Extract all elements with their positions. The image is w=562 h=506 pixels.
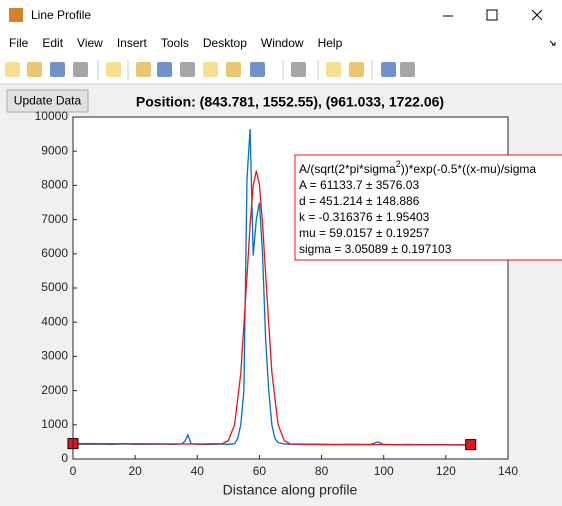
y-tick-label: 7000	[41, 212, 68, 226]
menu-item[interactable]: Edit	[42, 36, 63, 50]
y-tick-label: 1000	[41, 417, 68, 431]
toolbar-icon[interactable]	[381, 62, 396, 77]
fit-parameter: A = 61133.7 ± 3576.03	[299, 178, 419, 192]
menu-item[interactable]: Insert	[117, 36, 148, 50]
toolbar-icons	[5, 60, 415, 80]
x-tick-label: 0	[70, 464, 77, 478]
menu-item[interactable]: Tools	[161, 36, 189, 50]
toolbar-icon[interactable]	[349, 62, 364, 77]
fit-parameter: d = 451.214 ± 148.886	[299, 194, 420, 208]
axes-box	[72, 116, 509, 460]
x-axis-label: Distance along profile	[223, 482, 358, 498]
x-tick-label: 80	[315, 464, 329, 478]
menu-arrow[interactable]	[549, 40, 556, 46]
close-button[interactable]	[531, 9, 543, 21]
toolbar-icon[interactable]	[250, 62, 265, 77]
fit-equation-part: 2	[396, 159, 401, 169]
toolbar-icon[interactable]	[73, 62, 88, 77]
toolbar-icon[interactable]	[180, 62, 195, 77]
y-tick-label: 3000	[41, 349, 68, 363]
fit-parameter: sigma = 3.05089 ± 0.197103	[299, 242, 452, 256]
toolbar-icon[interactable]	[400, 62, 415, 77]
toolbar-icon[interactable]	[27, 62, 42, 77]
x-tick-label: 120	[436, 464, 456, 478]
maximize-button[interactable]	[486, 9, 498, 21]
menu-item[interactable]: View	[77, 36, 103, 50]
menu-bar	[0, 31, 562, 55]
x-tick-label: 20	[128, 464, 142, 478]
toolbar-icon[interactable]	[50, 62, 65, 77]
toolbar-icon[interactable]	[203, 62, 218, 77]
menu-item[interactable]: File	[9, 36, 29, 50]
toolbar-icon[interactable]	[136, 62, 151, 77]
toolbar-icon[interactable]	[157, 62, 172, 77]
y-tick-label: 2000	[41, 383, 68, 397]
y-tick-label: 9000	[41, 143, 68, 157]
fit-equation-part: A/(sqrt(2*pi*sigma	[299, 162, 396, 176]
fit-box-frame	[294, 154, 562, 261]
fit-equation: A/(sqrt(2*pi*sigma2))*exp(-0.5*((x-mu)/s…	[299, 159, 536, 176]
toolbar-icon[interactable]	[5, 62, 20, 77]
x-tick-label: 100	[374, 464, 394, 478]
app-icon	[9, 8, 23, 22]
y-tick-label: 8000	[41, 178, 68, 192]
menu-item[interactable]: Desktop	[203, 36, 247, 50]
toolbar	[0, 55, 562, 84]
update-button[interactable]	[6, 89, 89, 113]
update-button-label[interactable]: Update Data	[14, 94, 82, 108]
fit-box: A/(sqrt(2*pi*sigma2))*exp(-0.5*((x-mu)/s…	[294, 154, 562, 261]
menu-items: File Edit View Insert Tools Desktop Window Help	[9, 36, 343, 50]
toolbar-icon[interactable]	[326, 62, 341, 77]
title-bar	[0, 0, 562, 31]
y-tick-label: 4000	[41, 314, 68, 328]
y-tick-label: 10000	[35, 109, 69, 123]
fit-parameter: k = -0.316376 ± 1.95403	[299, 210, 430, 224]
endpoint-marker[interactable]	[465, 439, 477, 451]
menu-item[interactable]: Help	[318, 36, 343, 50]
plot: 0 20 40 60 80 100 120 140 0 1000 2000 3000 4000 5000 6…	[35, 109, 519, 478]
fit-parameter: mu = 59.0157 ± 0.19257	[299, 226, 430, 240]
y-tick-label: 5000	[41, 280, 68, 294]
x-tick-label: 60	[253, 464, 267, 478]
fit-equation-part: ))*exp(-0.5*((x-mu)/sigma	[401, 162, 537, 176]
toolbar-icon[interactable]	[106, 62, 121, 77]
y-tick-label: 0	[61, 451, 68, 465]
toolbar-icon[interactable]	[291, 62, 306, 77]
y-tick-label: 6000	[41, 246, 68, 260]
toolbar-icon[interactable]	[226, 62, 241, 77]
x-tick-label: 140	[498, 464, 518, 478]
chart-title: Position: (843.781, 1552.55), (961.033, …	[136, 94, 444, 110]
x-tick-label: 40	[191, 464, 205, 478]
menu-item[interactable]: Window	[261, 36, 304, 50]
window-title: Line Profile	[31, 8, 91, 22]
data-line	[72, 170, 471, 446]
